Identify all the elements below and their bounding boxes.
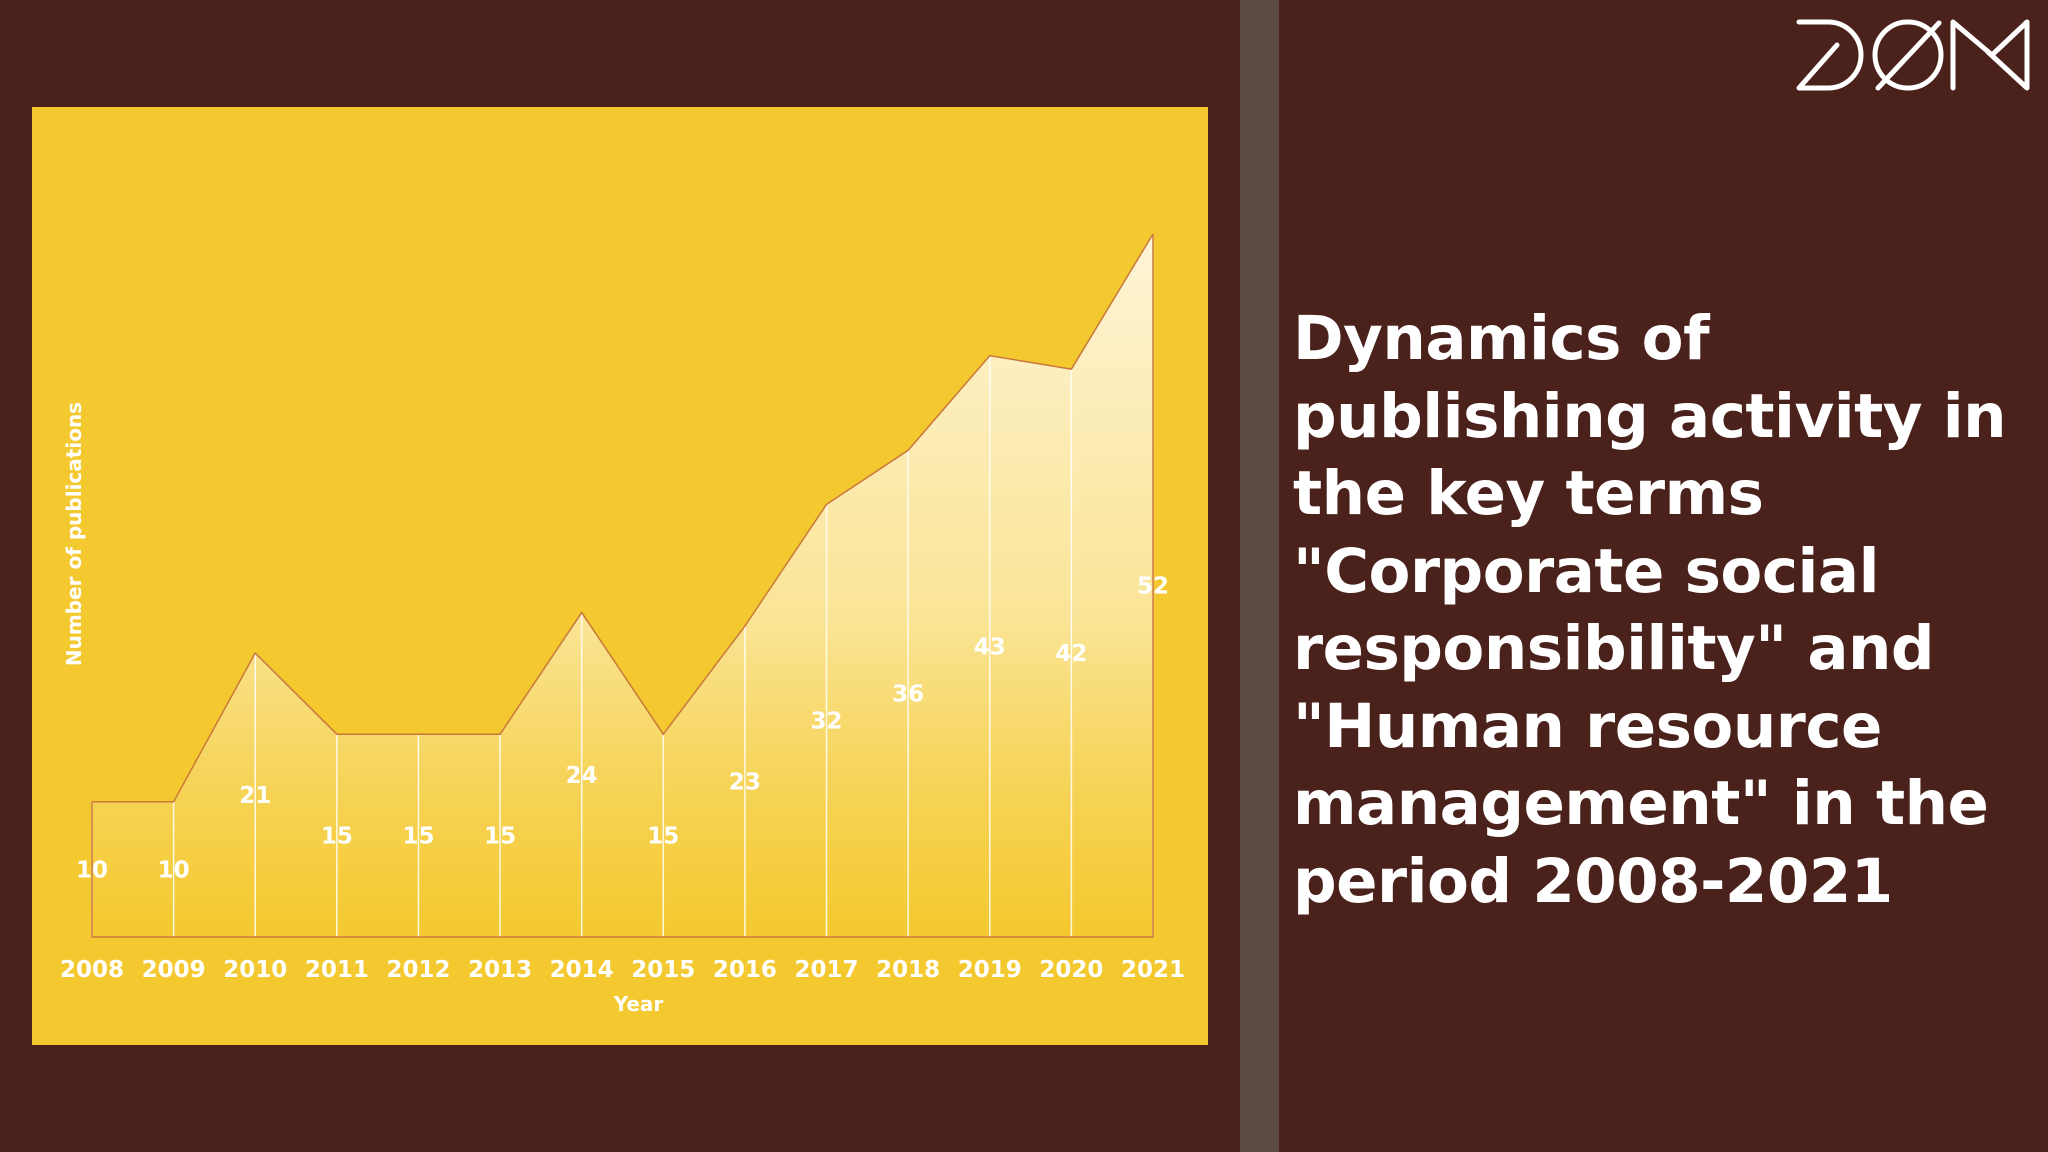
x-axis-title: Year: [613, 992, 664, 1016]
data-label: 32: [811, 709, 843, 735]
x-tick-label: 2016: [713, 957, 777, 983]
x-tick-label: 2021: [1121, 957, 1185, 983]
slide-title: Dynamics of publishing activity in the k…: [1293, 303, 2007, 917]
data-label: 42: [1055, 641, 1087, 667]
x-tick-label: 2009: [142, 957, 206, 983]
data-label: 23: [729, 770, 761, 796]
x-tick-label: 2019: [958, 957, 1022, 983]
data-label: 52: [1137, 573, 1169, 599]
x-tick-label: 2020: [1039, 957, 1103, 983]
data-label: 10: [76, 857, 108, 883]
x-tick-label: 2018: [876, 957, 940, 983]
x-tick-label: 2015: [631, 957, 695, 983]
x-tick-label: 2008: [60, 957, 124, 983]
data-label: 15: [321, 824, 353, 850]
area-chart: 10 10 21 15 15 15 24 15 23 32 36 43 42 52 2008 2009 201…: [60, 233, 1185, 1016]
data-label: 15: [484, 824, 516, 850]
data-label: 36: [892, 682, 924, 708]
data-label: 24: [566, 763, 598, 789]
data-label: 21: [239, 783, 271, 809]
divider-bar: [1240, 0, 1279, 1152]
data-label: 15: [647, 824, 679, 850]
data-label: 10: [158, 857, 190, 883]
x-tick-label: 2012: [386, 957, 450, 983]
y-axis-title: Number of publications: [62, 402, 86, 666]
data-label: 43: [974, 634, 1006, 660]
x-tick-label: 2011: [305, 957, 369, 983]
x-tick-label: 2010: [223, 957, 287, 983]
series-line: [92, 233, 1154, 803]
area-baseline: [91, 233, 1154, 938]
logo-dom-icon: [1796, 19, 2030, 91]
chart-panel: 10 10 21 15 15 15 24 15 23 32 36 43 42 52 2008 2009 201…: [32, 107, 1208, 1045]
x-tick-label: 2013: [468, 957, 532, 983]
data-label: 15: [402, 824, 434, 850]
x-tick-label: 2017: [795, 957, 859, 983]
area-fill: [92, 233, 1153, 938]
x-tick-label: 2014: [550, 957, 614, 983]
